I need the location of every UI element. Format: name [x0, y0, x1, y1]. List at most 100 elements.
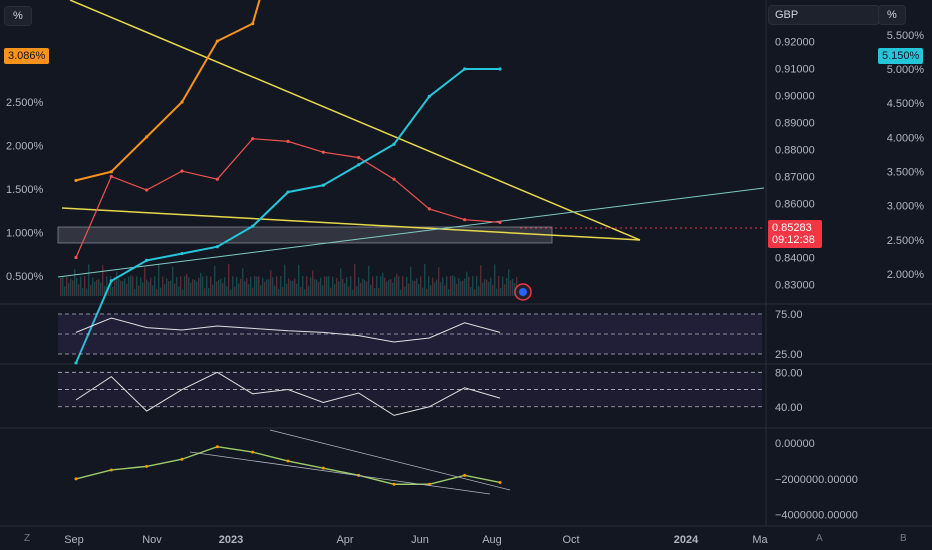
volume-bar — [226, 286, 228, 296]
lower-wedge-line — [61, 207, 641, 241]
b-button[interactable]: B — [900, 533, 907, 544]
volume-bar — [104, 285, 106, 296]
volume-bar — [178, 286, 180, 296]
volume-bar — [456, 283, 458, 296]
volume-bar — [318, 281, 320, 296]
obv-point — [251, 450, 255, 454]
volume-bar — [220, 278, 222, 296]
series-point — [357, 163, 361, 167]
volume-bar — [192, 279, 194, 296]
volume-bar — [260, 285, 262, 296]
series-point — [109, 279, 113, 283]
volume-bar — [232, 276, 234, 296]
volume-bar — [68, 283, 70, 296]
volume-bar — [86, 288, 88, 296]
volume-bar — [380, 276, 382, 296]
volume-bar — [90, 284, 92, 296]
volume-bar — [252, 287, 254, 296]
series-point — [286, 139, 290, 143]
left-percent-tick-label: 1.500% — [6, 184, 44, 196]
volume-bar — [240, 278, 242, 296]
volume-bar — [408, 283, 410, 296]
volume-bar — [268, 279, 270, 296]
series-point — [427, 94, 431, 98]
series-point — [251, 137, 255, 141]
volume-bar — [414, 281, 416, 296]
volume-bar — [138, 285, 140, 296]
volume-bar — [330, 287, 332, 296]
volume-bar — [304, 289, 306, 296]
series-point — [392, 177, 396, 181]
volume-bar — [108, 289, 110, 296]
volume-bar — [344, 283, 346, 296]
volume-bar — [106, 276, 108, 296]
volume-bar — [110, 276, 112, 296]
volume-bar — [362, 278, 364, 296]
volume-bar — [464, 278, 466, 296]
volume-bar — [94, 281, 96, 296]
volume-bar — [446, 276, 448, 296]
volume-bar — [340, 268, 342, 296]
series-point — [145, 188, 149, 192]
volume-bar — [166, 278, 168, 296]
time-axis-label: Ma — [752, 534, 768, 546]
volume-bar — [254, 276, 256, 296]
volume-bar — [338, 281, 340, 296]
volume-bar — [432, 277, 434, 296]
volume-bar — [388, 279, 390, 296]
volume-bar — [502, 276, 504, 296]
volume-bar — [284, 264, 286, 296]
volume-bar — [286, 283, 288, 296]
series-point — [74, 255, 78, 260]
volume-bar — [406, 276, 408, 296]
currency-button[interactable]: GBP — [768, 5, 880, 25]
volume-bar — [246, 278, 248, 296]
volume-bar — [230, 289, 232, 296]
volume-bar — [70, 278, 72, 296]
volume-bar — [336, 278, 338, 296]
volume-bars — [60, 264, 520, 296]
right-percent-tick-label: 5.500% — [887, 30, 925, 42]
volume-bar — [182, 289, 184, 296]
volume-bar — [134, 289, 136, 296]
volume-bar — [196, 281, 198, 296]
volume-bar — [76, 277, 78, 296]
alert-marker-dot — [519, 288, 527, 296]
series-point — [180, 169, 184, 173]
volume-bar — [148, 282, 150, 296]
left-unit-button[interactable]: % — [4, 6, 32, 26]
volume-bar — [410, 266, 412, 296]
volume-bar — [468, 276, 470, 296]
volume-bar — [150, 277, 152, 296]
volume-bar — [202, 276, 204, 296]
volume-bar — [278, 289, 280, 296]
volume-bar — [316, 279, 318, 296]
volume-bar — [326, 276, 328, 296]
right-unit-button[interactable]: % — [878, 5, 906, 25]
volume-bar — [498, 276, 500, 296]
volume-bar — [474, 289, 476, 296]
volume-bar — [462, 280, 464, 296]
volume-bar — [428, 276, 430, 296]
volume-bar — [302, 276, 304, 296]
stoch-line — [75, 371, 501, 416]
right-percent-tick-label: 3.500% — [887, 167, 925, 179]
volume-bar — [248, 284, 250, 296]
price-tick-label: 0.91000 — [775, 64, 815, 76]
volume-bar — [508, 269, 510, 296]
volume-bar — [262, 277, 264, 296]
right-percent-tick-label: 3.000% — [887, 201, 925, 213]
obv-trendline — [189, 451, 491, 495]
volume-bar — [436, 279, 438, 296]
volume-bar — [312, 270, 314, 296]
volume-bar — [480, 265, 482, 296]
volume-bar — [512, 278, 514, 296]
auto-scale-button[interactable]: A — [816, 533, 823, 544]
volume-bar — [258, 276, 260, 296]
left-percent-tick-label: 1.000% — [6, 228, 44, 240]
volume-bar — [280, 276, 282, 296]
stoch-tick-label: 80.00 — [775, 367, 803, 379]
zoom-button[interactable]: Z — [24, 533, 31, 544]
volume-bar — [386, 281, 388, 296]
volume-bar — [112, 286, 114, 296]
